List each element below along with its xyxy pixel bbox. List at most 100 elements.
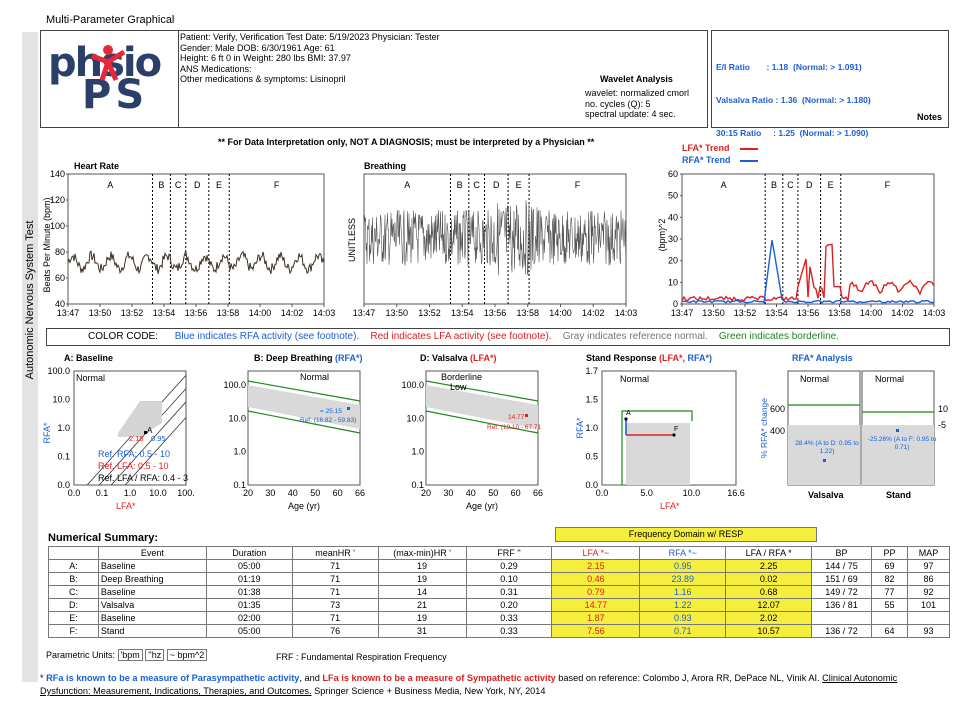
y-tick-label: 30 xyxy=(668,234,678,244)
y-tick-label: 0.0 xyxy=(585,480,598,490)
patient-line-1: Patient: Verify, Verification Test Date:… xyxy=(180,32,440,42)
x-tick-label: 50 xyxy=(488,488,498,498)
table-cell: 05:00 xyxy=(205,624,293,638)
ei-ratio: E/I Ratio : 1.18 (Normal: > 1.091) xyxy=(716,62,862,72)
segment-label: A xyxy=(721,180,727,190)
panel-b-value: = 25.15 xyxy=(320,408,342,415)
panel-a-point-rfa: 0.95 xyxy=(151,434,166,443)
table-cell: 73 xyxy=(291,598,379,612)
y-tick-label: 600 xyxy=(770,404,785,414)
table-cell: 19 xyxy=(377,611,467,625)
y-tick-label: 60 xyxy=(668,169,678,179)
table-cell: 0.10 xyxy=(465,572,553,586)
x-tick-label: 13:56 xyxy=(797,308,820,318)
y-tick-label: 100.0 xyxy=(47,366,70,376)
segment-label: F xyxy=(274,180,280,190)
notes-label: Notes xyxy=(917,112,943,122)
table-cell: F: xyxy=(48,624,99,638)
y-tick-label: 10 xyxy=(668,277,678,287)
rfa-right-status: Normal xyxy=(875,374,905,384)
legend-rfa-swatch xyxy=(740,160,758,162)
y-tick-label: 1.0 xyxy=(411,447,424,457)
table-cell: 12.07 xyxy=(725,598,813,612)
footnote-title-1: Clinical Autonomic xyxy=(822,673,898,683)
y-tick-label: 0.1 xyxy=(57,452,70,462)
y-tick-label: 10 xyxy=(938,404,948,414)
x-tick-label: 14:00 xyxy=(549,308,572,318)
valsalva-ratio: Valsalva Ratio : 1.36 (Normal: > 1.180) xyxy=(716,95,871,105)
page-title: Multi-Parameter Graphical xyxy=(46,14,175,26)
wavelet-title: Wavelet Analysis xyxy=(600,74,673,84)
panel-a-xlabel: LFA* xyxy=(116,501,136,511)
br-title: Breathing xyxy=(364,161,407,171)
x-tick-label: 60 xyxy=(333,488,343,498)
panel-b-ref: Ref. (16.82 - 59.83) xyxy=(300,417,357,424)
frf-note: FRF : Fundamental Respiration Frequency xyxy=(276,652,447,662)
footnote-lfa: LFa is known to be a measure of Sympathe… xyxy=(322,673,556,683)
table-cell: 149 / 72 xyxy=(811,585,872,599)
table-header-cell: meanHR ' xyxy=(291,546,379,560)
table-row: B: Deep Breathing 01:19 71 19 0.10 0.46 23.89 0.… xyxy=(48,572,951,586)
y-tick-label: 120 xyxy=(50,195,65,205)
stand-chart: 1.7 1.5 1.0 0.5 0.0 0.0 5.0 10.0 16.6 xyxy=(585,366,744,498)
x-tick-label: 13:47 xyxy=(353,308,376,318)
wavelet-line-2: no. cycles (Q): 5 xyxy=(585,98,651,109)
x-tick-label: 14:00 xyxy=(860,308,883,318)
table-cell: 82 xyxy=(870,572,908,586)
x-tick-label: 30 xyxy=(265,488,275,498)
x-tick-label: 14:03 xyxy=(313,308,336,318)
segment-label: A xyxy=(107,180,113,190)
x-tick-label: 13:54 xyxy=(153,308,176,318)
y-tick-label: 50 xyxy=(668,191,678,201)
panel-a-ref-lfa: Ref. LFA: 0.5 - 10 xyxy=(98,461,169,471)
segment-label: E xyxy=(516,180,522,190)
br-ylabel: UNITLESS xyxy=(347,217,357,263)
table-cell: Stand xyxy=(97,624,207,638)
segment-label: C xyxy=(175,180,182,190)
y-tick-label: 0.0 xyxy=(57,480,70,490)
y-tick-label: 0 xyxy=(673,299,678,309)
table-cell: 69 xyxy=(870,559,908,573)
color-code-red: Red indicates LFA activity (see footnote… xyxy=(370,331,552,342)
table-row: C: Baseline 01:38 71 14 0.31 0.79 1.16 0.68 149 /… xyxy=(48,585,951,599)
table-row: F: Stand 05:00 76 31 0.33 7.56 0.71 10.57 136 / 7… xyxy=(48,624,951,638)
x-tick-label: 10.0 xyxy=(683,488,701,498)
segment-label: D xyxy=(493,180,500,190)
y-tick-label: -5 xyxy=(938,420,946,430)
y-tick-label: 10.0 xyxy=(52,395,70,405)
stand-status: Normal xyxy=(620,374,650,384)
table-cell: 0.02 xyxy=(725,572,813,586)
y-tick-label: 100.0 xyxy=(401,380,424,390)
x-tick-label: 13:50 xyxy=(385,308,408,318)
table-header-cell xyxy=(48,546,99,560)
side-label-bar xyxy=(22,32,38,682)
panel-a-point-lfa: 2.15 xyxy=(129,434,144,443)
patient-line-5: Other medications & symptoms: Lisinopril xyxy=(180,74,346,84)
footnote-and: , and xyxy=(299,673,323,683)
table-cell: 21 xyxy=(377,598,467,612)
x-tick-label: 60 xyxy=(511,488,521,498)
panel-a-ref-ratio: Ref. LFA / RFA: 0.4 - 3 xyxy=(98,473,189,483)
y-tick-label: 10.0 xyxy=(228,413,246,423)
y-tick-label: 1.0 xyxy=(233,447,246,457)
panel-a-ref-rfa: Ref. RFA: 0.5 - 10 xyxy=(98,449,171,459)
table-header-cell: Event xyxy=(97,546,207,560)
panel-a-title: A: Baseline xyxy=(64,353,114,363)
panel-d-title-suffix: (LFA*) xyxy=(470,353,497,363)
table-cell: 7.56 xyxy=(551,624,641,638)
x-tick-label: 0.0 xyxy=(68,488,81,498)
table-row: D: Valsalva 01:35 73 21 0.20 14.77 1.22 12.07 136… xyxy=(48,598,951,612)
x-tick-label: 14:03 xyxy=(923,308,945,318)
panel-d-title: D: Valsalva xyxy=(420,353,468,363)
segment-label: F xyxy=(575,180,581,190)
patient-info-box xyxy=(40,30,708,128)
segment-label: B xyxy=(457,180,463,190)
unit-bpm2: ~ bpm^2 xyxy=(166,649,208,661)
panel-b-title: B: Deep Breathing xyxy=(254,353,333,363)
x-tick-label: 66 xyxy=(533,488,543,498)
y-tick-label: 60 xyxy=(55,273,65,283)
x-tick-label: 10.0 xyxy=(149,488,167,498)
panel-b-xlabel: Age (yr) xyxy=(288,501,321,511)
segment-label: E xyxy=(216,180,222,190)
